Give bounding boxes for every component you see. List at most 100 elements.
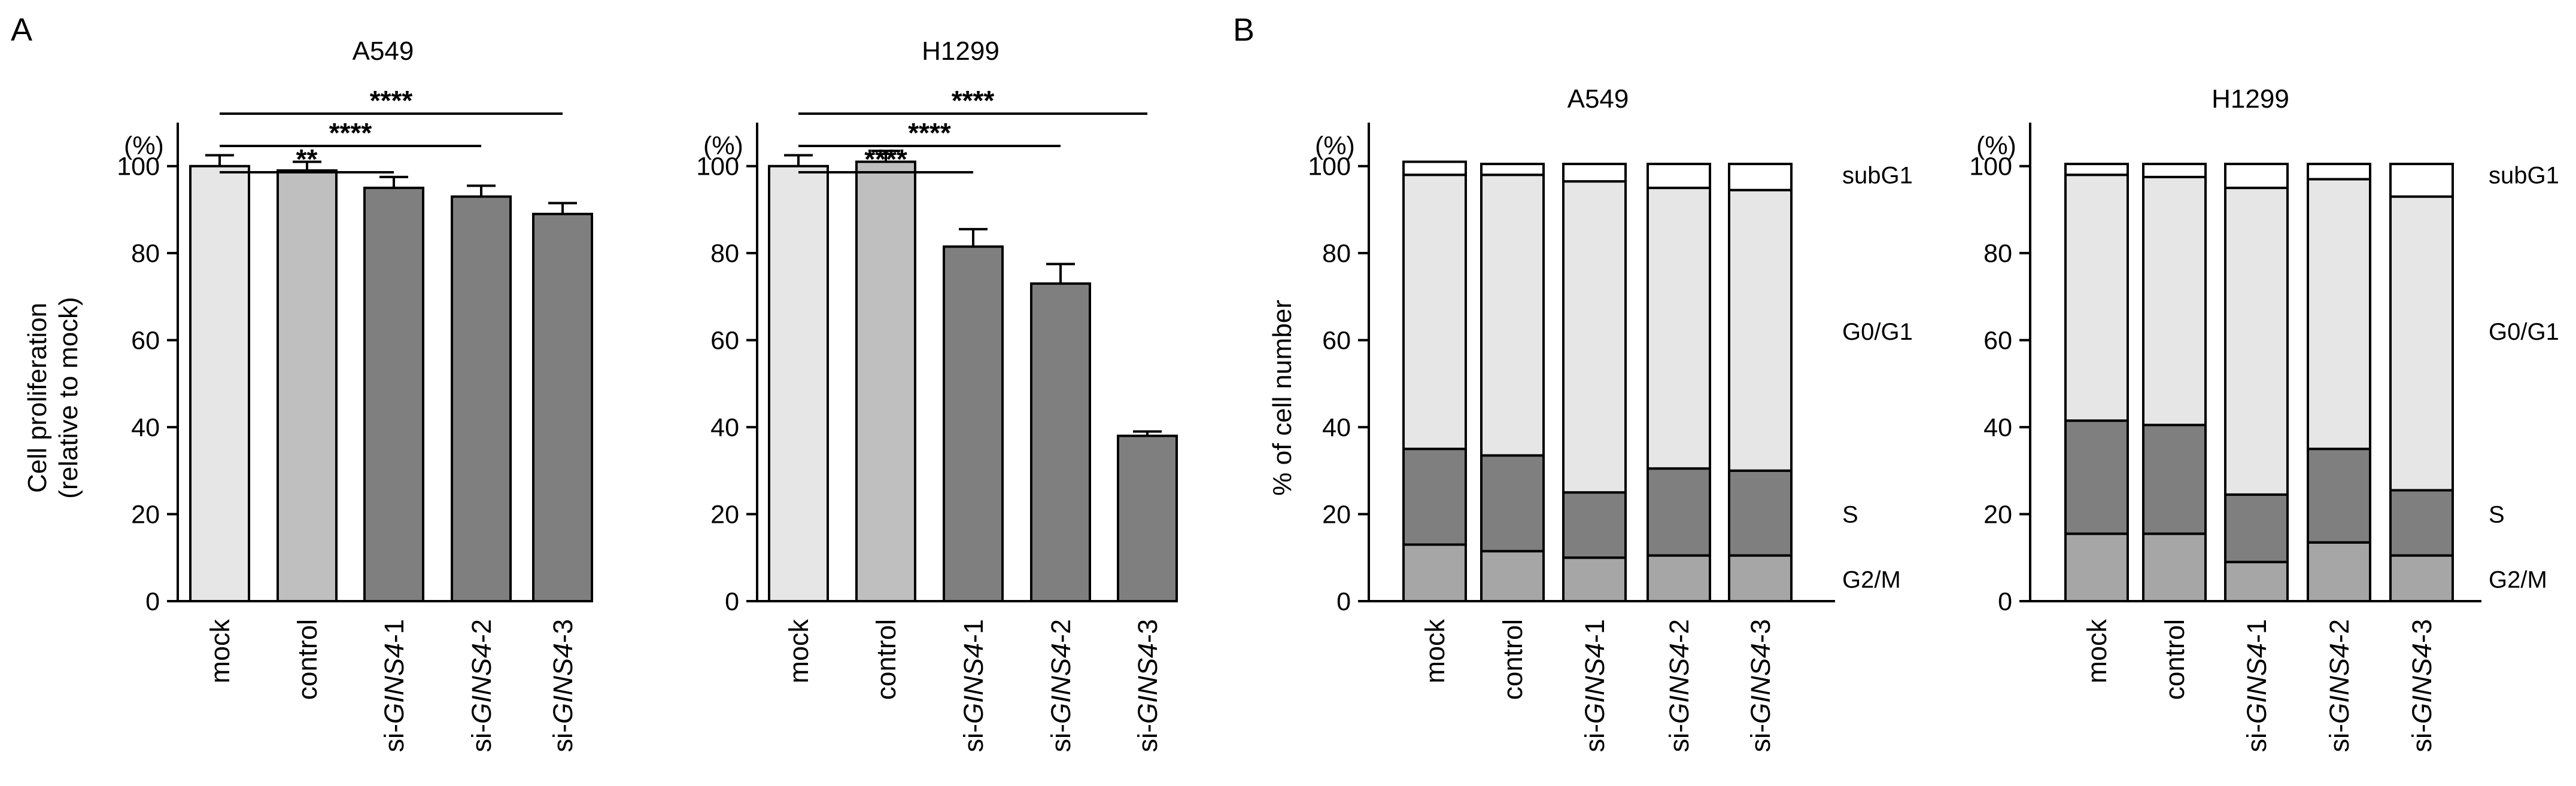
x-tick-label-gene: GINS4 bbox=[1132, 643, 1163, 724]
x-tick-label-suffix: mock bbox=[205, 619, 235, 684]
bar bbox=[277, 169, 338, 602]
y-tick-label: 40 bbox=[1322, 413, 1351, 442]
x-tick-label: si-GINS4-3 bbox=[1745, 619, 1776, 753]
stacked-bar-segment bbox=[1402, 543, 1467, 602]
stacked-bar-segment bbox=[2142, 175, 2207, 426]
y-tick-label: 60 bbox=[1983, 327, 2012, 355]
stacked-bar-segment bbox=[2224, 560, 2289, 603]
x-tick-label-gene: GINS4 bbox=[1046, 643, 1076, 724]
x-tick-label-gene: GINS4 bbox=[958, 643, 989, 724]
y-tick-label: 0 bbox=[1336, 587, 1351, 616]
y-tick-label: 0 bbox=[145, 587, 160, 616]
y-tick-label: 80 bbox=[1983, 239, 2012, 268]
y-tick-label: 20 bbox=[1322, 501, 1351, 529]
x-tick-label: si-GINS4-1 bbox=[379, 619, 409, 753]
y-axis-label: % of cell number bbox=[1268, 300, 1297, 496]
stacked-bar-segment bbox=[2142, 532, 2207, 602]
x-tick-label-prefix: si- bbox=[466, 724, 497, 752]
x-tick-label: mock bbox=[1420, 619, 1450, 684]
phase-label: subG1 bbox=[2489, 162, 2559, 188]
y-tick-label: 60 bbox=[710, 327, 739, 355]
chart-a549-cell-cycle: A549 B (%) 0 20 40 60 80 100 % of cell number mock… bbox=[1233, 12, 1913, 753]
x-tick-label-suffix: mock bbox=[1420, 619, 1450, 684]
stacked-bar-segment bbox=[1728, 469, 1793, 557]
y-tick-label: 0 bbox=[725, 587, 739, 616]
x-tick-label-prefix: si- bbox=[1579, 724, 1610, 752]
phase-label: G0/G1 bbox=[2489, 319, 2559, 345]
x-tick-label-gene: GINS4 bbox=[379, 643, 409, 724]
phase-label: G0/G1 bbox=[1842, 319, 1913, 345]
x-tick-label-prefix: si- bbox=[2407, 724, 2437, 752]
x-tick-label-suffix: -3 bbox=[1745, 619, 1776, 643]
phase-label: S bbox=[2489, 502, 2505, 528]
y-tick-label: 100 bbox=[1969, 153, 2012, 181]
x-tick-label-prefix: si- bbox=[958, 724, 989, 752]
x-tick-label: si-GINS4-2 bbox=[466, 619, 497, 753]
y-unit-label: (%) bbox=[1976, 132, 2016, 160]
chart-title: H1299 bbox=[2212, 84, 2289, 114]
x-tick-label-suffix: -3 bbox=[2407, 619, 2437, 643]
x-tick-label: control bbox=[292, 619, 323, 700]
bar bbox=[768, 164, 829, 602]
x-tick-label: control bbox=[2159, 619, 2190, 700]
y-tick-label: 0 bbox=[1998, 587, 2012, 616]
x-tick-label: control bbox=[1497, 619, 1528, 700]
bar bbox=[532, 212, 593, 602]
stacked-bar-segment bbox=[2307, 163, 2371, 181]
x-tick-label-gene: GINS4 bbox=[1745, 643, 1776, 724]
stacked-bar-segment bbox=[1647, 467, 1711, 557]
significance-label: **** bbox=[864, 144, 907, 175]
stacked-bar-segment bbox=[1480, 550, 1545, 603]
stacked-bar-segment bbox=[2224, 163, 2289, 190]
x-tick-label-suffix: -2 bbox=[466, 619, 497, 643]
stacked-bar-segment bbox=[2064, 419, 2129, 535]
y-tick-label: 80 bbox=[131, 239, 160, 268]
x-tick-label-suffix: control bbox=[292, 619, 323, 700]
phase-label: S bbox=[1842, 502, 1858, 528]
x-tick-label-suffix: -1 bbox=[379, 619, 409, 643]
bar bbox=[189, 164, 250, 602]
stacked-bar-segment bbox=[2307, 447, 2371, 544]
stacked-bar-segment bbox=[1647, 554, 1711, 602]
stacked-bar-segment bbox=[1480, 163, 1545, 176]
x-tick-label-gene: GINS4 bbox=[1664, 643, 1694, 724]
x-tick-label-suffix: -3 bbox=[1132, 619, 1163, 643]
x-tick-label-gene: GINS4 bbox=[548, 643, 578, 724]
significance-label: **** bbox=[952, 85, 995, 116]
x-tick-label: si-GINS4-1 bbox=[1579, 619, 1610, 753]
panel-label: A bbox=[11, 12, 32, 48]
x-tick-label: control bbox=[871, 619, 901, 700]
bar bbox=[943, 245, 1004, 603]
x-tick-label-gene: GINS4 bbox=[2407, 643, 2437, 724]
x-tick-label-gene: GINS4 bbox=[2324, 643, 2355, 724]
y-tick-label: 100 bbox=[696, 153, 739, 181]
bar bbox=[1117, 434, 1178, 602]
bar bbox=[855, 160, 916, 603]
stacked-bar-segment bbox=[2389, 554, 2454, 602]
panel-label: B bbox=[1233, 12, 1254, 48]
x-tick-label-gene: GINS4 bbox=[2241, 643, 2272, 724]
bar bbox=[451, 195, 512, 602]
x-tick-label-suffix: control bbox=[2159, 619, 2190, 700]
y-tick-label: 80 bbox=[1322, 239, 1351, 268]
stacked-bar-segment bbox=[1728, 188, 1793, 472]
x-tick-label-suffix: mock bbox=[783, 619, 814, 684]
x-tick-label-gene: GINS4 bbox=[466, 643, 497, 724]
y-tick-label: 100 bbox=[117, 153, 160, 181]
phase-label: G2/M bbox=[2489, 567, 2547, 593]
bar bbox=[363, 187, 424, 603]
stacked-bar-segment bbox=[1562, 556, 1627, 602]
x-tick-label-prefix: si- bbox=[1046, 724, 1076, 752]
x-tick-label-suffix: -2 bbox=[1046, 619, 1076, 643]
x-tick-label: si-GINS4-1 bbox=[2241, 619, 2272, 753]
y-axis-label-line2: (relative to mock) bbox=[54, 297, 83, 498]
y-tick-label: 20 bbox=[710, 501, 739, 529]
x-tick-label-prefix: si- bbox=[1745, 724, 1776, 752]
stacked-bar-segment bbox=[1562, 491, 1627, 559]
x-tick-label-prefix: si- bbox=[2324, 724, 2355, 752]
x-tick-label-gene: GINS4 bbox=[1579, 643, 1610, 724]
chart-title: A549 bbox=[353, 36, 414, 66]
stacked-bar-segment bbox=[2224, 187, 2289, 496]
